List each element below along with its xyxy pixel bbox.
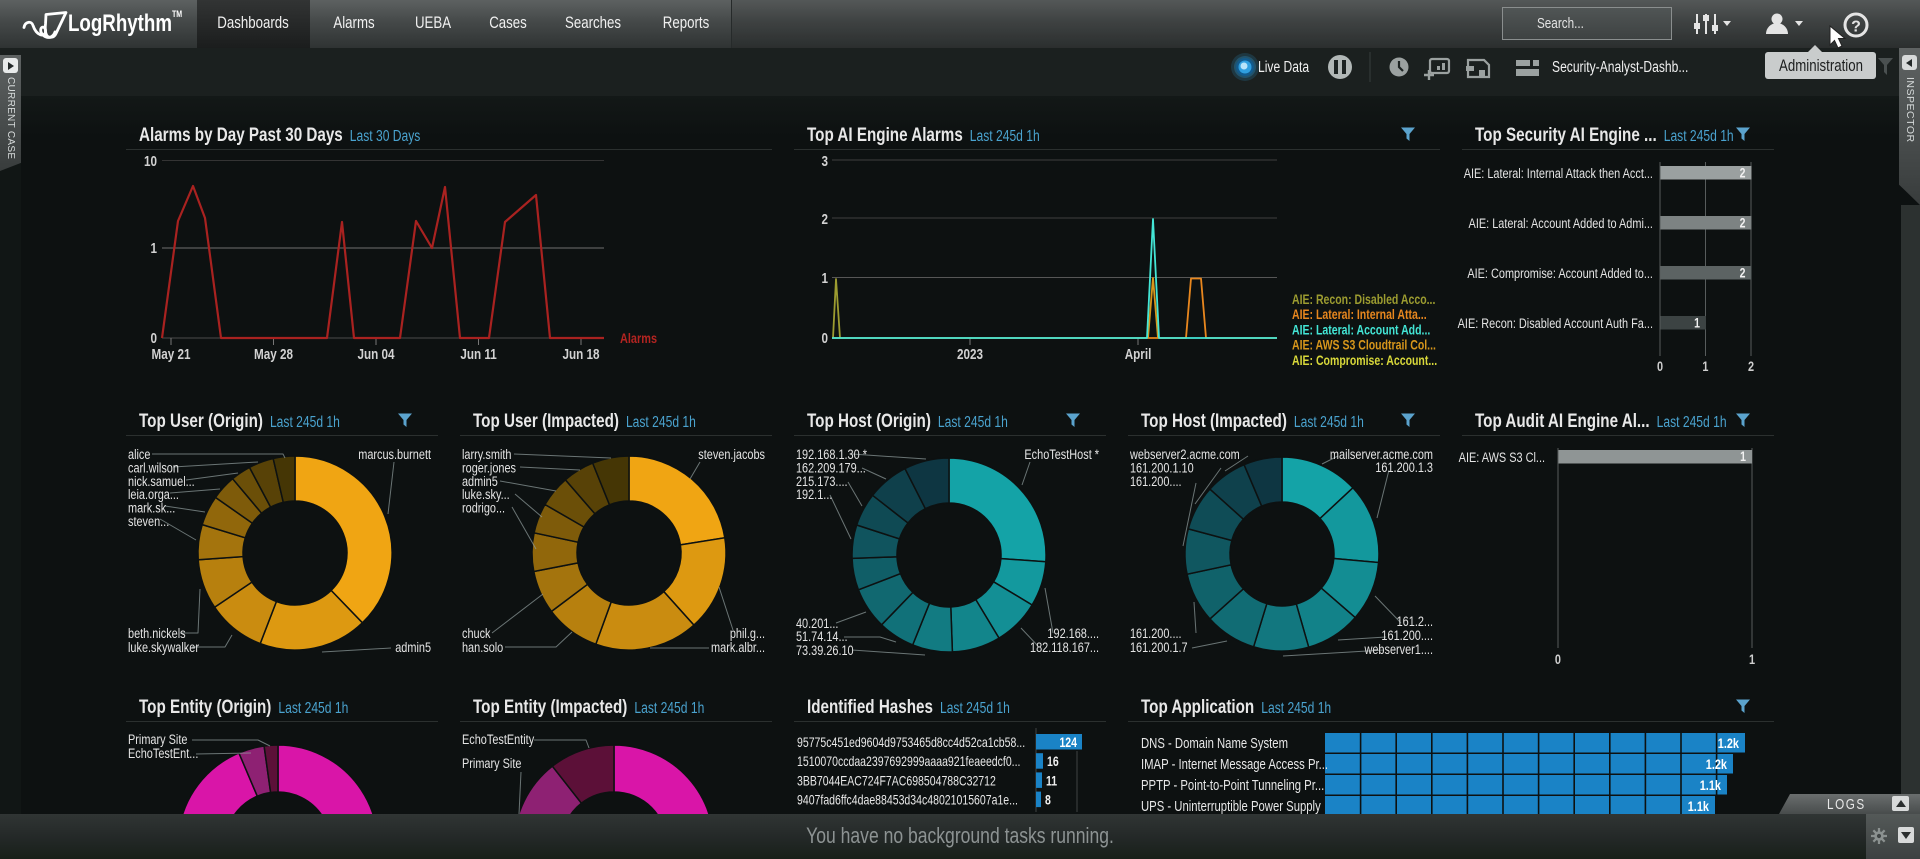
svg-text:AIE: Lateral: Internal Atta...: AIE: Lateral: Internal Atta... <box>1292 307 1427 323</box>
svg-text:161.200.1.7: 161.200.1.7 <box>1130 640 1188 656</box>
svg-text:webserver2.acme.com: webserver2.acme.com <box>1129 447 1240 463</box>
svg-text:steven.jacobs: steven.jacobs <box>698 447 765 463</box>
svg-text:Jun 11: Jun 11 <box>460 346 497 363</box>
svg-text:1.1k: 1.1k <box>1700 778 1721 794</box>
svg-text:0: 0 <box>821 330 828 347</box>
svg-text:nick.samuel...: nick.samuel... <box>128 474 195 490</box>
svg-text:AIE: Lateral: Account Add...: AIE: Lateral: Account Add... <box>1292 322 1430 338</box>
svg-text:han.solo: han.solo <box>462 640 503 656</box>
svg-text:rodrigo...: rodrigo... <box>462 500 505 516</box>
svg-text:16: 16 <box>1047 754 1059 770</box>
svg-text:EchoTestEnt...: EchoTestEnt... <box>128 746 198 762</box>
svg-text:162.209.179...: 162.209.179... <box>796 460 866 476</box>
svg-text:EchoTestEntity: EchoTestEntity <box>462 732 535 748</box>
svg-text:AIE: AWS S3 Cl...: AIE: AWS S3 Cl... <box>1459 450 1545 466</box>
svg-text:161.200....: 161.200.... <box>1381 628 1433 644</box>
svg-text:73.39.26.10: 73.39.26.10 <box>796 643 854 659</box>
svg-text:1.1k: 1.1k <box>1688 799 1709 815</box>
svg-text:chuck: chuck <box>462 626 491 642</box>
svg-text:3: 3 <box>821 153 828 170</box>
svg-text:PPTP - Point-to-Point Tunnelin: PPTP - Point-to-Point Tunneling Pr... <box>1141 777 1324 794</box>
svg-text:May 21: May 21 <box>151 346 190 363</box>
svg-text:161.200.1.3: 161.200.1.3 <box>1375 460 1433 476</box>
svg-text:2: 2 <box>821 211 828 228</box>
svg-text:2023: 2023 <box>957 346 983 363</box>
svg-text:beth.nickels: beth.nickels <box>128 626 186 642</box>
svg-text:larry.smith: larry.smith <box>462 447 512 463</box>
svg-text:1: 1 <box>1749 652 1755 668</box>
svg-text:AIE: Recon: Disabled Acco...: AIE: Recon: Disabled Acco... <box>1292 292 1435 308</box>
svg-text:IMAP - Internet Message Access: IMAP - Internet Message Access Pr... <box>1141 756 1328 773</box>
svg-text:leia.orga...: leia.orga... <box>128 487 179 503</box>
svg-text:0: 0 <box>151 330 158 347</box>
svg-text:161.2...: 161.2... <box>1397 614 1433 630</box>
svg-text:luke.sky...: luke.sky... <box>462 487 510 503</box>
svg-text:AIE: AWS S3 Cloudtrail Col...: AIE: AWS S3 Cloudtrail Col... <box>1292 337 1436 353</box>
svg-text:51.74.14...: 51.74.14... <box>796 629 848 645</box>
svg-text:192.168....: 192.168.... <box>1047 626 1099 642</box>
svg-text:UPS - Uninterruptible Power Su: UPS - Uninterruptible Power Supply <box>1141 798 1321 815</box>
svg-text:DNS - Domain Name System: DNS - Domain Name System <box>1141 735 1288 752</box>
svg-text:Primary Site: Primary Site <box>462 756 521 772</box>
svg-text:1: 1 <box>151 240 158 257</box>
svg-text:9407fad6ffc4dae88453d34c480210: 9407fad6ffc4dae88453d34c48021015607a1e..… <box>797 792 1018 808</box>
svg-text:luke.skywalker: luke.skywalker <box>128 640 199 656</box>
svg-text:AIE: Compromise: Account...: AIE: Compromise: Account... <box>1292 353 1437 369</box>
svg-text:?: ? <box>1851 19 1861 36</box>
svg-text:40.201...: 40.201... <box>796 616 838 632</box>
svg-text:2: 2 <box>1748 359 1754 375</box>
svg-text:161.200.1.10: 161.200.1.10 <box>1130 460 1194 476</box>
svg-text:AIE: Recon: Disabled Account A: AIE: Recon: Disabled Account Auth Fa... <box>1458 316 1653 332</box>
svg-text:1: 1 <box>1740 449 1746 465</box>
svg-text:1.2k: 1.2k <box>1718 736 1739 752</box>
svg-text:mark.albr...: mark.albr... <box>711 640 765 656</box>
svg-text:phil.g...: phil.g... <box>730 626 765 642</box>
svg-text:mailserver.acme.com: mailserver.acme.com <box>1330 447 1433 463</box>
svg-text:AIE: Compromise: Account Added: AIE: Compromise: Account Added to... <box>1467 266 1653 282</box>
svg-text:roger.jones: roger.jones <box>462 460 516 476</box>
svg-text:161.200....: 161.200.... <box>1130 626 1182 642</box>
svg-text:182.118.167...: 182.118.167... <box>1030 640 1099 656</box>
svg-text:124: 124 <box>1059 735 1077 751</box>
svg-text:admin5: admin5 <box>395 640 431 656</box>
svg-text:April: April <box>1125 346 1152 363</box>
svg-text:admin5: admin5 <box>462 474 498 490</box>
svg-text:215.173....: 215.173.... <box>796 474 848 490</box>
svg-text:Primary Site: Primary Site <box>128 732 187 748</box>
svg-text:AIE: Lateral: Account Added to: AIE: Lateral: Account Added to Admi... <box>1469 216 1653 232</box>
svg-text:1: 1 <box>821 270 828 287</box>
svg-text:3BB7044EAC724F7AC698504788C327: 3BB7044EAC724F7AC698504788C32712 <box>797 773 996 789</box>
svg-text:Jun 18: Jun 18 <box>563 346 600 363</box>
svg-text:Jun 04: Jun 04 <box>358 346 395 363</box>
svg-text:192.1...: 192.1... <box>796 487 832 503</box>
svg-text:0: 0 <box>1555 652 1561 668</box>
svg-text:steven...: steven... <box>128 514 169 530</box>
svg-text:11: 11 <box>1046 773 1057 789</box>
svg-text:2: 2 <box>1740 265 1746 281</box>
svg-text:1510070ccdaa2397692999aaaa921f: 1510070ccdaa2397692999aaaa921feaeedcf0..… <box>797 754 1020 770</box>
svg-text:2: 2 <box>1740 215 1746 231</box>
svg-text:192.168.1.30 *: 192.168.1.30 * <box>796 447 867 463</box>
svg-text:8: 8 <box>1045 792 1051 808</box>
svg-text:2: 2 <box>1740 165 1746 181</box>
svg-text:1: 1 <box>1702 359 1708 375</box>
svg-text:webserver1....: webserver1.... <box>1364 642 1433 658</box>
svg-text:10: 10 <box>144 153 157 170</box>
svg-text:1.2k: 1.2k <box>1706 757 1727 773</box>
svg-text:Alarms: Alarms <box>620 331 657 347</box>
svg-text:0: 0 <box>1657 359 1663 375</box>
svg-text:marcus.burnett: marcus.burnett <box>358 447 431 463</box>
svg-text:EchoTestHost *: EchoTestHost * <box>1024 447 1099 463</box>
svg-text:AIE: Lateral: Internal Attack: AIE: Lateral: Internal Attack then Acct.… <box>1464 166 1653 182</box>
svg-text:alice: alice <box>128 447 150 463</box>
svg-text:1: 1 <box>1694 315 1700 331</box>
svg-text:161.200....: 161.200.... <box>1130 474 1182 490</box>
svg-text:May 28: May 28 <box>254 346 293 363</box>
svg-text:95775c451ed9604d9753465d8cc4d5: 95775c451ed9604d9753465d8cc4d52ca1cb58..… <box>797 735 1025 751</box>
svg-text:mark.sk...: mark.sk... <box>128 500 175 516</box>
svg-text:carl.wilson: carl.wilson <box>128 460 179 476</box>
